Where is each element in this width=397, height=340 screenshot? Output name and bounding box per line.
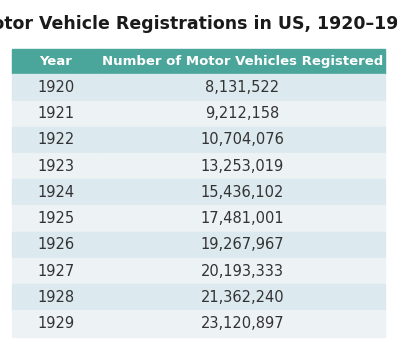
Bar [100, 258, 385, 284]
Bar [12, 232, 100, 258]
Text: 1927: 1927 [37, 264, 74, 278]
Bar [12, 258, 100, 284]
Text: 1923: 1923 [37, 158, 74, 174]
Bar [12, 101, 100, 127]
Bar [100, 284, 385, 310]
Bar [12, 179, 100, 205]
Text: 9,212,158: 9,212,158 [205, 106, 279, 121]
Bar [100, 101, 385, 127]
Text: 21,362,240: 21,362,240 [200, 290, 284, 305]
Text: 20,193,333: 20,193,333 [201, 264, 284, 278]
Bar [12, 49, 100, 74]
Bar [100, 310, 385, 337]
Text: 1925: 1925 [37, 211, 74, 226]
Bar [100, 74, 385, 101]
Text: 15,436,102: 15,436,102 [200, 185, 284, 200]
Text: 1928: 1928 [37, 290, 74, 305]
Text: 10,704,076: 10,704,076 [200, 132, 284, 147]
Text: Year: Year [39, 55, 72, 68]
Bar [12, 310, 100, 337]
Bar [12, 153, 100, 179]
Bar [12, 127, 100, 153]
Text: Number of Motor Vehicles Registered: Number of Motor Vehicles Registered [102, 55, 383, 68]
Text: 1921: 1921 [37, 106, 74, 121]
Text: 1926: 1926 [37, 237, 74, 252]
Bar [100, 127, 385, 153]
Text: Motor Vehicle Registrations in US, 1920–1929: Motor Vehicle Registrations in US, 1920–… [0, 15, 397, 33]
Bar [100, 179, 385, 205]
Bar [100, 153, 385, 179]
Text: 8,131,522: 8,131,522 [205, 80, 279, 95]
Bar [100, 49, 385, 74]
Bar [12, 74, 100, 101]
Text: 1920: 1920 [37, 80, 74, 95]
Text: 1924: 1924 [37, 185, 74, 200]
Text: 1922: 1922 [37, 132, 74, 147]
Bar [12, 284, 100, 310]
Bar [100, 205, 385, 232]
Text: 23,120,897: 23,120,897 [200, 316, 284, 331]
Text: 1929: 1929 [37, 316, 74, 331]
Bar [12, 205, 100, 232]
Text: 17,481,001: 17,481,001 [200, 211, 284, 226]
Text: 13,253,019: 13,253,019 [201, 158, 284, 174]
Bar [100, 232, 385, 258]
Text: 19,267,967: 19,267,967 [200, 237, 284, 252]
